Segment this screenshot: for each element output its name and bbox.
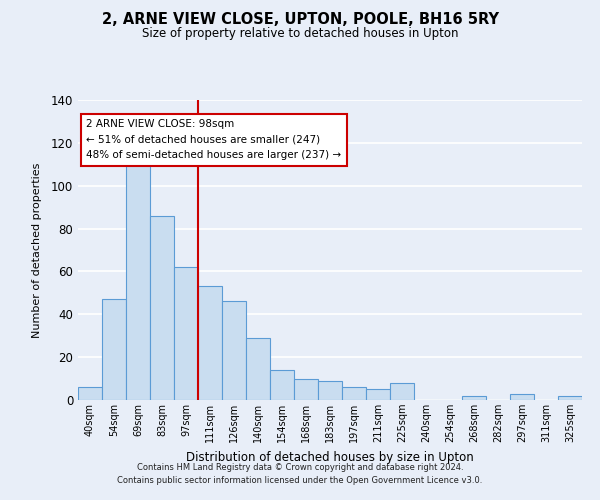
Bar — [318, 380, 342, 400]
Bar — [510, 394, 534, 400]
Bar — [366, 390, 390, 400]
Bar — [78, 387, 102, 400]
Bar — [246, 338, 270, 400]
Bar — [270, 370, 294, 400]
Bar — [462, 396, 486, 400]
Text: 2, ARNE VIEW CLOSE, UPTON, POOLE, BH16 5RY: 2, ARNE VIEW CLOSE, UPTON, POOLE, BH16 5… — [101, 12, 499, 28]
X-axis label: Distribution of detached houses by size in Upton: Distribution of detached houses by size … — [186, 450, 474, 464]
Bar — [222, 302, 246, 400]
Bar — [102, 300, 126, 400]
Bar — [198, 286, 222, 400]
Text: 2 ARNE VIEW CLOSE: 98sqm
← 51% of detached houses are smaller (247)
48% of semi-: 2 ARNE VIEW CLOSE: 98sqm ← 51% of detach… — [86, 120, 341, 160]
Text: Contains HM Land Registry data © Crown copyright and database right 2024.: Contains HM Land Registry data © Crown c… — [137, 464, 463, 472]
Bar — [150, 216, 174, 400]
Bar — [558, 396, 582, 400]
Text: Contains public sector information licensed under the Open Government Licence v3: Contains public sector information licen… — [118, 476, 482, 485]
Text: Size of property relative to detached houses in Upton: Size of property relative to detached ho… — [142, 28, 458, 40]
Bar — [174, 267, 198, 400]
Bar — [342, 387, 366, 400]
Bar — [390, 383, 414, 400]
Y-axis label: Number of detached properties: Number of detached properties — [32, 162, 43, 338]
Bar — [126, 164, 150, 400]
Bar — [294, 378, 318, 400]
